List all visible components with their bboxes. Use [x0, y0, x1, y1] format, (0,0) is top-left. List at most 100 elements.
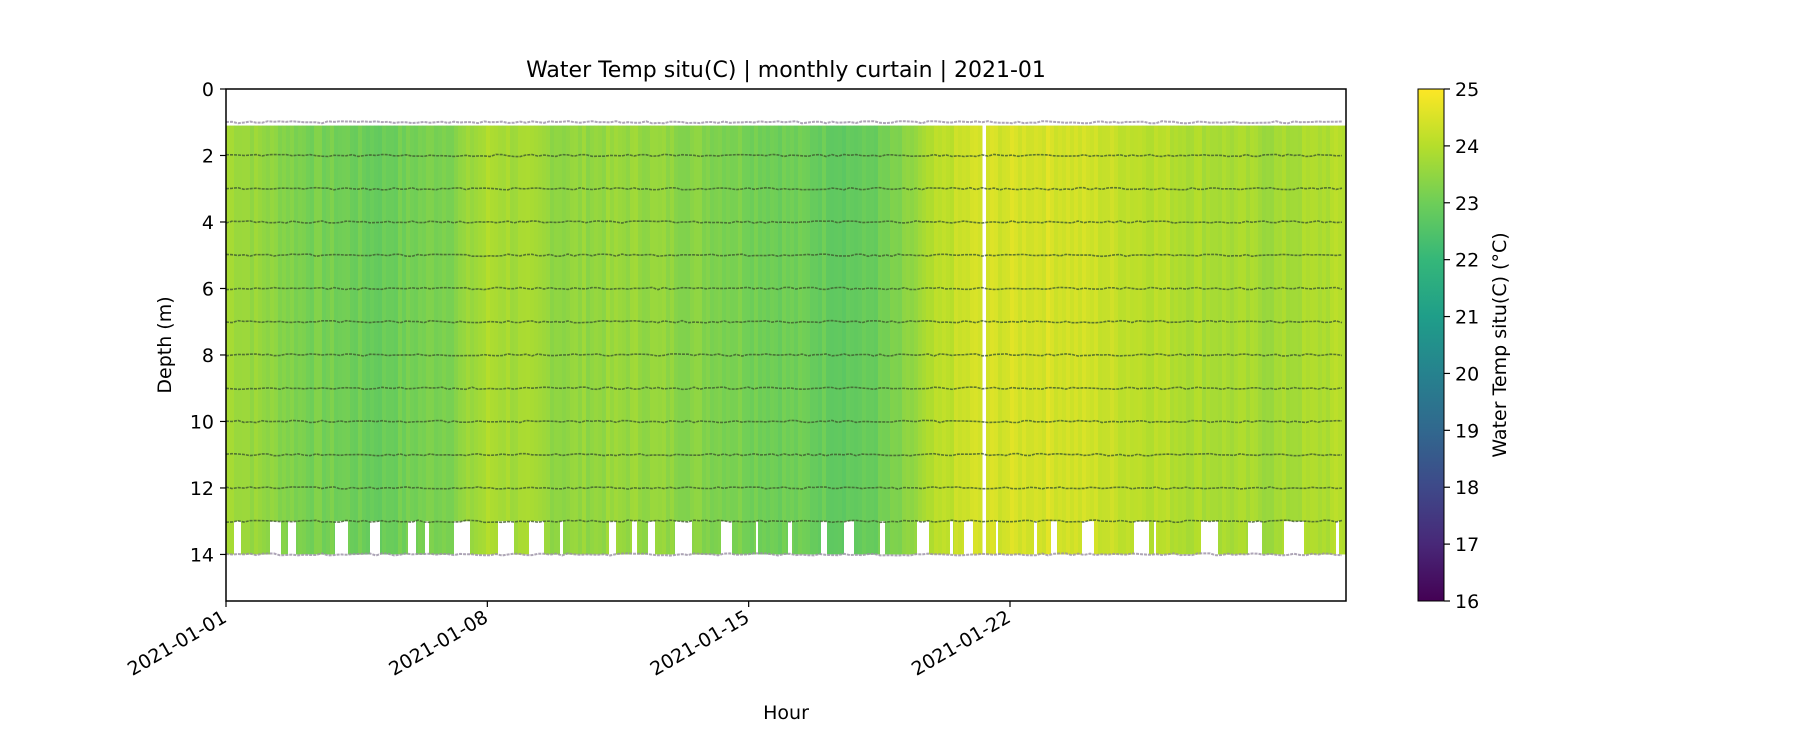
curtain-column — [1062, 125, 1067, 555]
curtain-column — [294, 125, 299, 555]
curtain-column — [290, 125, 295, 555]
curtain-column — [1022, 125, 1027, 555]
curtain-column — [1266, 125, 1271, 555]
colorbar — [1417, 88, 1445, 602]
data-gap — [648, 521, 655, 555]
curtain-column — [710, 125, 715, 555]
curtain-column — [394, 125, 399, 555]
curtain-column — [1138, 125, 1143, 555]
data-gap — [454, 521, 470, 555]
data-gap — [844, 521, 854, 555]
curtain-column — [642, 125, 647, 555]
curtain-column — [842, 125, 847, 555]
curtain-column — [510, 125, 515, 555]
curtain-column — [946, 125, 951, 555]
curtain-column — [554, 125, 559, 555]
curtain-column — [750, 125, 755, 555]
curtain-column — [1190, 125, 1195, 555]
sensor-line — [226, 419, 1343, 424]
curtain-column — [1270, 125, 1275, 555]
curtain-column — [826, 125, 831, 555]
curtain-column — [1122, 125, 1127, 555]
curtain-column — [250, 125, 255, 555]
curtain-column — [990, 125, 995, 555]
curtain-column — [410, 125, 415, 555]
y-tick-label: 0 — [202, 79, 214, 101]
curtain-column — [846, 125, 851, 555]
curtain-column — [466, 125, 471, 555]
curtain-column — [738, 125, 743, 555]
curtain-column — [634, 125, 639, 555]
curtain-column — [1106, 125, 1111, 555]
y-tick-label: 12 — [190, 478, 214, 500]
curtain-column — [486, 125, 491, 555]
colorbar-tick-label: 21 — [1455, 307, 1479, 329]
curtain-column — [890, 125, 895, 555]
data-gap — [1134, 521, 1149, 555]
curtain-column — [254, 125, 259, 555]
curtain-column — [646, 125, 651, 555]
curtain-column — [386, 125, 391, 555]
curtain-column — [526, 125, 531, 555]
curtain-column — [378, 125, 383, 555]
curtain-column — [626, 125, 631, 555]
curtain-column — [782, 125, 787, 555]
data-gap — [880, 521, 885, 555]
curtain-column — [506, 125, 511, 555]
curtain-column — [942, 125, 947, 555]
curtain-column — [1026, 125, 1031, 555]
curtain-column — [962, 125, 967, 555]
y-tick-label: 4 — [202, 212, 214, 234]
curtain-column — [1306, 125, 1311, 555]
curtain-column — [734, 125, 739, 555]
curtain-column — [678, 125, 683, 555]
curtain-column — [666, 125, 671, 555]
curtain-column — [1246, 125, 1251, 555]
curtain-column — [1278, 125, 1283, 555]
colorbar-tick-label: 18 — [1455, 477, 1479, 499]
curtain-column — [1146, 125, 1151, 555]
curtain-column — [650, 125, 655, 555]
curtain-column — [882, 125, 887, 555]
curtain-column — [638, 125, 643, 555]
curtain-column — [594, 125, 599, 555]
sensor-line — [226, 519, 1343, 524]
curtain-column — [662, 125, 667, 555]
data-gap — [335, 521, 348, 555]
curtain-column — [1066, 125, 1071, 555]
curtain-column — [550, 125, 555, 555]
curtain-column — [1010, 125, 1015, 555]
curtain-column — [374, 125, 379, 555]
curtain-column — [1230, 125, 1235, 555]
curtain-column — [534, 125, 539, 555]
y-axis-label: Depth (m) — [154, 296, 176, 393]
curtain-column — [542, 125, 547, 555]
y-tick-label: 2 — [202, 145, 214, 167]
curtain-column — [1082, 125, 1087, 555]
curtain-column — [1234, 125, 1239, 555]
curtain-column — [894, 125, 899, 555]
sensor-line — [226, 452, 1343, 457]
curtain-column — [906, 125, 911, 555]
curtain-column — [530, 125, 535, 555]
curtain-column — [822, 125, 827, 555]
curtain-column — [1142, 125, 1147, 555]
curtain-column — [1126, 125, 1131, 555]
curtain-column — [1118, 125, 1123, 555]
curtain-column — [1298, 125, 1303, 555]
curtain-column — [986, 125, 991, 555]
curtain-column — [414, 125, 419, 555]
data-gap — [609, 521, 616, 555]
curtain-column — [1210, 125, 1215, 555]
curtain-column — [518, 125, 523, 555]
curtain-column — [606, 125, 611, 555]
y-tick-label: 10 — [190, 411, 214, 433]
curtain-column — [546, 125, 551, 555]
curtain-column — [366, 125, 371, 555]
plot-frame — [225, 88, 1347, 602]
data-gap — [1034, 521, 1037, 555]
curtain-column — [834, 125, 839, 555]
curtain-column — [1258, 125, 1263, 555]
curtain-column — [302, 125, 307, 555]
